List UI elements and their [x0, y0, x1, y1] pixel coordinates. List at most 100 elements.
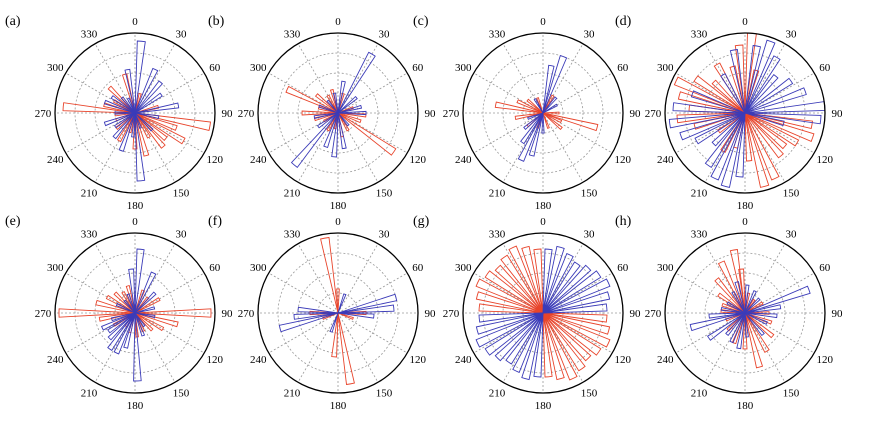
angle-tick-label: 210 — [691, 388, 708, 400]
bar-red — [320, 236, 339, 314]
bar-red — [542, 312, 553, 378]
bar-red — [285, 85, 339, 114]
angle-tick-label: 150 — [783, 388, 800, 400]
bar-blue — [133, 312, 142, 382]
angle-tick-label: 0 — [132, 216, 138, 228]
angle-tick-label: 240 — [657, 354, 674, 366]
angle-tick-label: 180 — [535, 400, 552, 412]
angle-tick-label: 270 — [645, 308, 662, 320]
bar-blue — [744, 73, 779, 114]
angle-tick-label: 330 — [284, 228, 301, 240]
bar-red — [134, 296, 150, 314]
bar-blue — [337, 112, 350, 127]
bar-red — [134, 112, 151, 139]
grid-spoke — [337, 243, 379, 314]
bar-blue — [107, 312, 136, 341]
bar-blue — [542, 270, 602, 314]
bar-red — [542, 312, 602, 356]
grid-spoke — [297, 43, 339, 114]
bar-blue — [542, 264, 592, 314]
angle-tick-label: 90 — [630, 108, 642, 120]
bar-red — [693, 75, 746, 114]
angle-tick-label: 180 — [127, 400, 144, 412]
bar-blue — [542, 291, 611, 314]
bar-blue — [134, 67, 159, 114]
angle-tick-label: 0 — [335, 16, 341, 28]
panel-label: (f) — [208, 214, 222, 229]
bar-red — [134, 297, 161, 314]
angle-tick-label: 270 — [443, 308, 460, 320]
bar-red — [105, 294, 136, 314]
bar-red — [134, 112, 186, 145]
bar-blue — [297, 306, 339, 314]
grid-spoke — [542, 112, 584, 183]
angle-tick-label: 330 — [691, 228, 708, 240]
bar-blue — [107, 312, 136, 352]
grid-spoke — [134, 112, 205, 154]
bar-blue — [704, 112, 746, 169]
grid-spoke — [337, 112, 379, 183]
bar-red — [107, 85, 136, 114]
angle-tick-label: 330 — [284, 28, 301, 40]
bar-blue — [103, 112, 136, 127]
bar-red — [742, 312, 748, 350]
polar-panel: 0 30 60 90 120 150 180 210 240 270 300 330 (d) — [615, 14, 843, 212]
bar-blue — [533, 98, 544, 114]
bar-blue — [134, 112, 154, 132]
bar-red — [134, 112, 150, 157]
bar-red — [326, 112, 339, 132]
angle-tick-label: 330 — [489, 28, 506, 40]
bar-red — [744, 112, 814, 130]
bar-red — [337, 92, 345, 114]
bar-blue — [134, 248, 145, 314]
bar-red — [744, 112, 784, 159]
bar-blue — [134, 80, 164, 114]
grid-spoke — [134, 312, 205, 354]
grid-spoke — [337, 312, 379, 383]
angle-tick-label: 120 — [206, 154, 223, 166]
angle-tick-label: 60 — [412, 62, 424, 74]
bar-blue — [475, 312, 544, 348]
angle-tick-label: 330 — [81, 228, 98, 240]
polar-panel: 0 30 60 90 120 150 180 210 240 270 300 330 (a) — [5, 14, 233, 212]
outer-circle — [54, 232, 216, 394]
angle-tick-label: 240 — [657, 154, 674, 166]
angle-tick-label: 120 — [816, 354, 833, 366]
bar-red — [744, 298, 756, 314]
angle-tick-label: 300 — [657, 62, 674, 74]
bar-blue — [114, 111, 136, 115]
bar-blue — [744, 312, 768, 325]
bar-blue — [337, 95, 358, 114]
bar-blue — [134, 92, 163, 114]
angle-tick-label: 90 — [630, 308, 642, 320]
bar-blue — [734, 281, 746, 314]
bar-red — [721, 302, 746, 314]
bar-blue — [729, 49, 746, 114]
bar-blue — [720, 306, 746, 314]
bar-red — [744, 311, 770, 315]
bar-blue — [542, 96, 558, 114]
angle-tick-label: 180 — [127, 200, 144, 212]
bar-blue — [710, 112, 746, 181]
angle-tick-label: 300 — [47, 62, 64, 74]
angle-tick-label: 210 — [284, 388, 301, 400]
panel-label: (g) — [413, 214, 430, 229]
bar-blue — [337, 312, 375, 319]
angle-tick-label: 0 — [540, 16, 546, 28]
angle-tick-label: 240 — [47, 154, 64, 166]
bar-blue — [668, 112, 746, 129]
bar-red — [734, 44, 746, 114]
bar-blue — [110, 95, 136, 114]
grid-spoke — [744, 272, 815, 314]
grid-spoke — [337, 43, 379, 114]
bar-red — [542, 312, 586, 372]
bar-blue — [113, 312, 136, 355]
outer-circle — [257, 232, 419, 394]
bar-blue — [103, 99, 136, 114]
bar-red — [542, 112, 563, 124]
angle-tick-label: 0 — [335, 216, 341, 228]
bar-blue — [101, 312, 136, 331]
outer-circle — [462, 32, 624, 194]
bar-blue — [134, 291, 157, 314]
bar-red — [738, 268, 746, 314]
